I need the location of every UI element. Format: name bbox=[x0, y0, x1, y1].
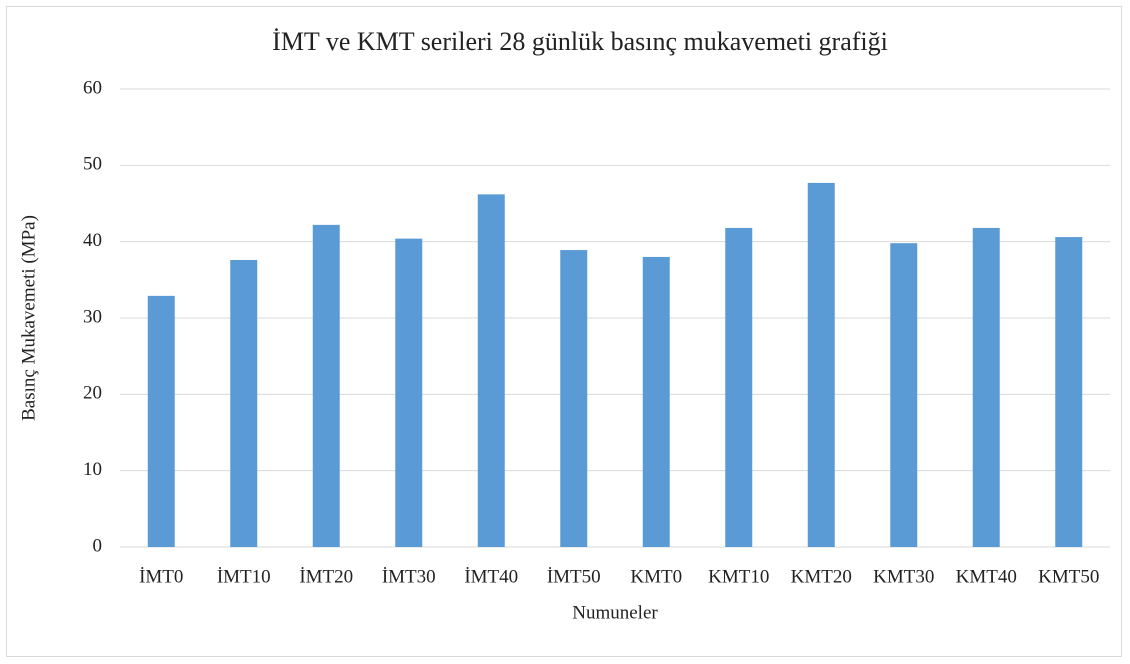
x-tick-label: İMT10 bbox=[217, 566, 271, 587]
x-tick-label: KMT50 bbox=[1038, 566, 1099, 587]
bar bbox=[642, 256, 670, 547]
x-tick-label: KMT30 bbox=[873, 566, 934, 587]
y-tick-label: 60 bbox=[83, 77, 102, 98]
x-tick-label: İMT0 bbox=[139, 566, 183, 587]
bar bbox=[147, 295, 175, 547]
x-tick-label: İMT40 bbox=[464, 566, 518, 587]
x-tick-label: İMT20 bbox=[299, 566, 353, 587]
x-tick-label: KMT20 bbox=[791, 566, 852, 587]
x-tick-label: İMT30 bbox=[382, 566, 436, 587]
bar bbox=[1055, 237, 1083, 547]
chart-title: İMT ve KMT serileri 28 günlük basınç muk… bbox=[272, 27, 888, 56]
y-tick-label: 20 bbox=[83, 383, 102, 404]
bar bbox=[230, 259, 258, 547]
x-tick-label: KMT40 bbox=[956, 566, 1017, 587]
bar bbox=[395, 238, 423, 547]
y-tick-label: 30 bbox=[83, 306, 102, 327]
y-tick-label: 40 bbox=[83, 230, 102, 251]
y-tick-label: 0 bbox=[93, 535, 103, 556]
y-axis-title: Basınç Mukavemeti (MPa) bbox=[18, 215, 39, 421]
y-tick-label: 50 bbox=[83, 154, 102, 175]
x-tick-label: KMT0 bbox=[630, 566, 682, 587]
bar bbox=[725, 227, 753, 547]
x-tick-label: KMT10 bbox=[708, 566, 769, 587]
bar bbox=[972, 227, 1000, 547]
y-tick-label: 10 bbox=[83, 459, 102, 480]
x-tick-label: İMT50 bbox=[547, 566, 601, 587]
bar bbox=[477, 194, 505, 547]
x-axis-title: Numuneler bbox=[572, 602, 658, 623]
bar bbox=[560, 250, 588, 547]
bar bbox=[890, 243, 918, 547]
bar bbox=[807, 182, 835, 547]
bar bbox=[312, 224, 340, 547]
